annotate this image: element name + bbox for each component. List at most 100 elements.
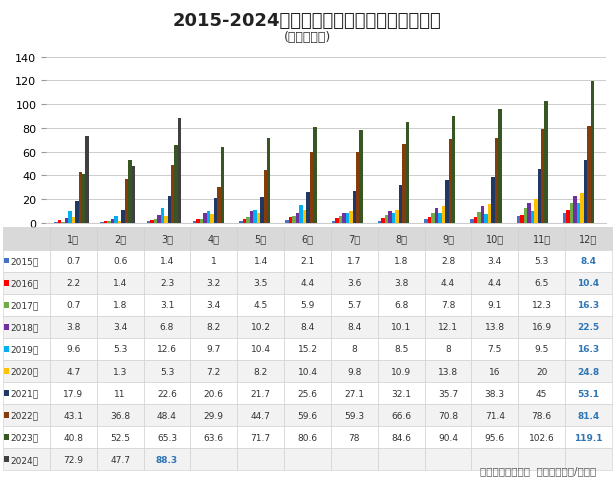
Bar bbox=[253, 211, 256, 223]
Text: 10.4: 10.4 bbox=[298, 367, 317, 376]
Text: 2015年: 2015年 bbox=[10, 257, 39, 265]
Text: 7月: 7月 bbox=[348, 234, 360, 244]
Bar bbox=[214, 199, 217, 223]
Text: 数据来源：中汽协  制表：电池网/数据部: 数据来源：中汽协 制表：电池网/数据部 bbox=[480, 465, 597, 475]
Bar bbox=[164, 217, 167, 223]
Text: 2017年: 2017年 bbox=[10, 300, 39, 310]
Text: 78.6: 78.6 bbox=[531, 411, 552, 420]
Text: 10.9: 10.9 bbox=[391, 367, 411, 376]
Text: 22.6: 22.6 bbox=[157, 389, 177, 398]
Bar bbox=[65, 219, 68, 223]
Text: 1.8: 1.8 bbox=[394, 257, 408, 265]
Text: 95.6: 95.6 bbox=[485, 433, 505, 442]
Text: 1: 1 bbox=[211, 257, 216, 265]
Bar bbox=[452, 116, 456, 223]
Text: 2.8: 2.8 bbox=[441, 257, 455, 265]
Bar bbox=[584, 160, 587, 223]
Bar bbox=[79, 172, 82, 223]
Text: 72.9: 72.9 bbox=[63, 455, 83, 464]
Text: 3.1: 3.1 bbox=[160, 300, 174, 310]
Text: 8: 8 bbox=[445, 345, 451, 354]
Bar bbox=[424, 220, 427, 223]
Bar bbox=[431, 214, 435, 223]
Text: 8: 8 bbox=[351, 345, 357, 354]
Text: 16.9: 16.9 bbox=[531, 323, 552, 332]
Bar bbox=[498, 110, 502, 223]
Text: 66.6: 66.6 bbox=[391, 411, 411, 420]
Bar bbox=[157, 215, 161, 223]
Text: 59.3: 59.3 bbox=[344, 411, 365, 420]
Text: 3.8: 3.8 bbox=[394, 278, 408, 288]
Text: 4.4: 4.4 bbox=[301, 278, 314, 288]
Text: 6.8: 6.8 bbox=[160, 323, 174, 332]
Bar bbox=[346, 214, 349, 223]
Bar bbox=[171, 166, 175, 223]
Text: 1月: 1月 bbox=[67, 234, 79, 244]
Text: 8.2: 8.2 bbox=[253, 367, 268, 376]
Bar bbox=[577, 204, 581, 223]
Text: 5.3: 5.3 bbox=[160, 367, 174, 376]
Bar bbox=[207, 212, 210, 223]
Text: 5.7: 5.7 bbox=[347, 300, 362, 310]
Text: 3.8: 3.8 bbox=[66, 323, 81, 332]
Bar bbox=[399, 185, 402, 223]
Text: 43.1: 43.1 bbox=[63, 411, 83, 420]
Bar bbox=[587, 127, 591, 223]
Text: 9.7: 9.7 bbox=[207, 345, 221, 354]
Bar bbox=[389, 211, 392, 223]
Text: 20: 20 bbox=[536, 367, 547, 376]
Text: 36.8: 36.8 bbox=[110, 411, 130, 420]
Bar bbox=[104, 222, 108, 223]
Text: 9.1: 9.1 bbox=[488, 300, 502, 310]
Text: 4.5: 4.5 bbox=[253, 300, 268, 310]
Bar bbox=[392, 213, 395, 223]
Bar bbox=[68, 212, 71, 223]
Text: 119.1: 119.1 bbox=[574, 433, 603, 442]
Bar bbox=[491, 178, 495, 223]
Bar bbox=[385, 215, 389, 223]
Text: 8.4: 8.4 bbox=[347, 323, 362, 332]
Text: 2019年: 2019年 bbox=[10, 345, 39, 354]
Bar bbox=[221, 148, 224, 223]
Text: 3月: 3月 bbox=[161, 234, 173, 244]
Bar bbox=[54, 222, 58, 223]
Bar bbox=[331, 221, 335, 223]
Text: 20.6: 20.6 bbox=[204, 389, 224, 398]
Text: 11月: 11月 bbox=[533, 234, 551, 244]
Text: 13.8: 13.8 bbox=[438, 367, 458, 376]
Text: 5月: 5月 bbox=[255, 234, 267, 244]
Bar bbox=[541, 130, 544, 223]
Text: 71.7: 71.7 bbox=[250, 433, 271, 442]
Bar bbox=[448, 140, 452, 223]
Text: 7.5: 7.5 bbox=[488, 345, 502, 354]
Bar bbox=[178, 119, 181, 223]
Text: 2022年: 2022年 bbox=[10, 411, 39, 420]
Text: 10.2: 10.2 bbox=[251, 323, 271, 332]
Bar bbox=[193, 222, 196, 223]
Bar bbox=[239, 222, 243, 223]
Text: 7.2: 7.2 bbox=[207, 367, 221, 376]
Bar bbox=[313, 128, 317, 223]
Bar bbox=[300, 205, 303, 223]
Text: 6.8: 6.8 bbox=[394, 300, 408, 310]
Text: 22.5: 22.5 bbox=[577, 323, 600, 332]
Text: 84.6: 84.6 bbox=[391, 433, 411, 442]
Text: 5.3: 5.3 bbox=[534, 257, 549, 265]
Text: 4.7: 4.7 bbox=[66, 367, 81, 376]
Bar bbox=[538, 170, 541, 223]
Text: 10.1: 10.1 bbox=[391, 323, 411, 332]
Text: 35.7: 35.7 bbox=[438, 389, 458, 398]
Bar bbox=[520, 216, 524, 223]
Text: 12.1: 12.1 bbox=[438, 323, 458, 332]
Text: 0.7: 0.7 bbox=[66, 300, 81, 310]
Text: 2021年: 2021年 bbox=[10, 389, 39, 398]
Bar bbox=[581, 194, 584, 223]
Bar bbox=[310, 153, 313, 223]
Bar bbox=[477, 213, 481, 223]
Text: 81.4: 81.4 bbox=[577, 411, 600, 420]
Text: 70.8: 70.8 bbox=[438, 411, 458, 420]
Text: 1.7: 1.7 bbox=[347, 257, 362, 265]
Text: 59.6: 59.6 bbox=[298, 411, 317, 420]
Text: 90.4: 90.4 bbox=[438, 433, 458, 442]
Bar bbox=[531, 212, 534, 223]
